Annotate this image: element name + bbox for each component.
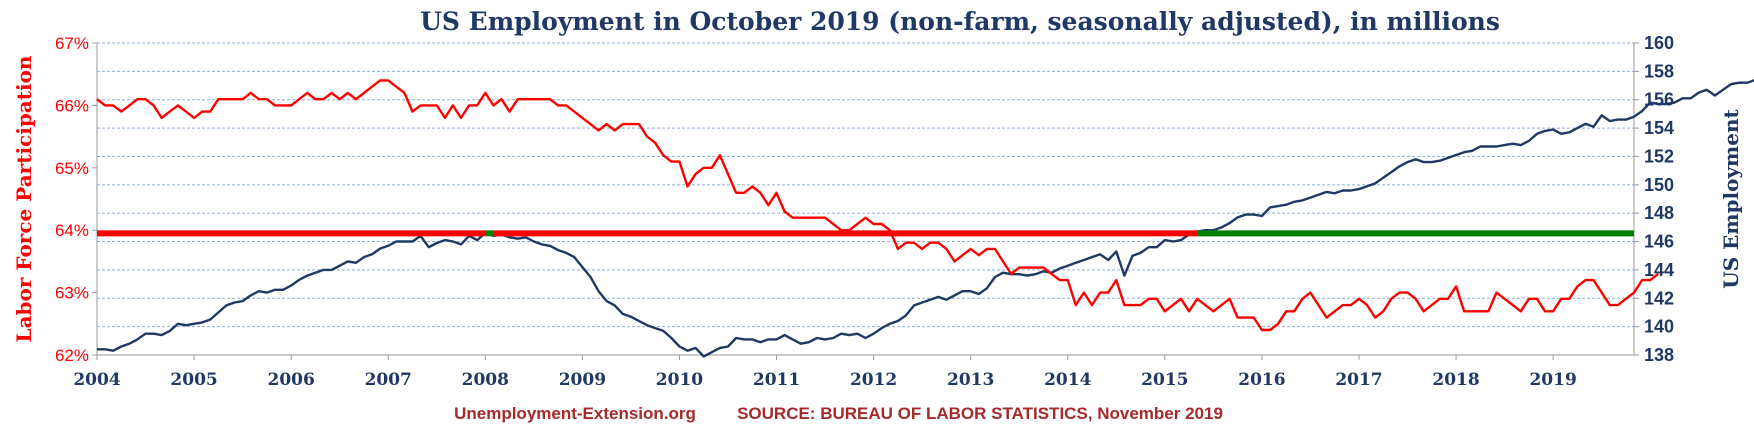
series-layer — [96, 79, 1754, 358]
right-tick-label: 150 — [1644, 175, 1674, 195]
right-tick-label: 138 — [1644, 345, 1674, 365]
x-tick-label: 2013 — [947, 370, 994, 390]
right-tick-label: 158 — [1644, 61, 1674, 81]
left-axis-label: Labor Force Participation — [12, 55, 36, 342]
x-tick-label: 2005 — [170, 370, 217, 390]
x-tick-label: 2009 — [559, 370, 606, 390]
x-tick-label: 2019 — [1529, 370, 1576, 390]
right-tick-label: 152 — [1644, 146, 1674, 166]
x-tick-label: 2004 — [73, 370, 120, 390]
employment-series-line — [97, 79, 1754, 358]
x-tick-label: 2006 — [267, 370, 314, 390]
x-tick-label: 2007 — [365, 370, 412, 390]
grid — [97, 42, 1634, 356]
right-tick-label: 160 — [1644, 33, 1674, 53]
x-tick-label: 2016 — [1238, 370, 1285, 390]
left-tick-label: 64% — [55, 221, 89, 240]
right-tick-label: 140 — [1644, 317, 1674, 337]
left-tick-label: 67% — [55, 34, 89, 53]
right-tick-label: 156 — [1644, 90, 1674, 110]
right-tick-label: 142 — [1644, 288, 1674, 308]
x-tick-label: 2014 — [1044, 370, 1091, 390]
x-tick-label: 2015 — [1141, 370, 1188, 390]
left-tick-label: 63% — [55, 284, 89, 303]
right-tick-label: 146 — [1644, 232, 1674, 252]
right-axis-label: US Employment — [1719, 109, 1743, 289]
footer-site: Unemployment-Extension.org — [454, 404, 696, 423]
x-tick-label: 2010 — [656, 370, 703, 390]
axes — [92, 42, 1639, 360]
footer-source: SOURCE: BUREAU OF LABOR STATISTICS, Nove… — [737, 404, 1223, 423]
participation-series-line — [96, 79, 1660, 332]
right-tick-label: 154 — [1644, 118, 1674, 138]
right-tick-label: 144 — [1644, 260, 1674, 280]
left-tick-label: 62% — [55, 346, 89, 365]
left-tick-label: 65% — [55, 159, 89, 178]
x-tick-label: 2017 — [1335, 370, 1382, 390]
left-tick-label: 66% — [55, 96, 89, 115]
x-tick-label: 2018 — [1432, 370, 1479, 390]
x-tick-label: 2011 — [753, 370, 800, 390]
right-tick-label: 148 — [1644, 203, 1674, 223]
x-tick-label: 2008 — [462, 370, 509, 390]
x-tick-label: 2012 — [850, 370, 897, 390]
tick-labels: 62% 63% 64% 65% 66% 67% 138 140 142 144 146 148 150 1… — [55, 33, 1674, 390]
chart-title: US Employment in October 2019 (non-farm,… — [420, 7, 1500, 36]
